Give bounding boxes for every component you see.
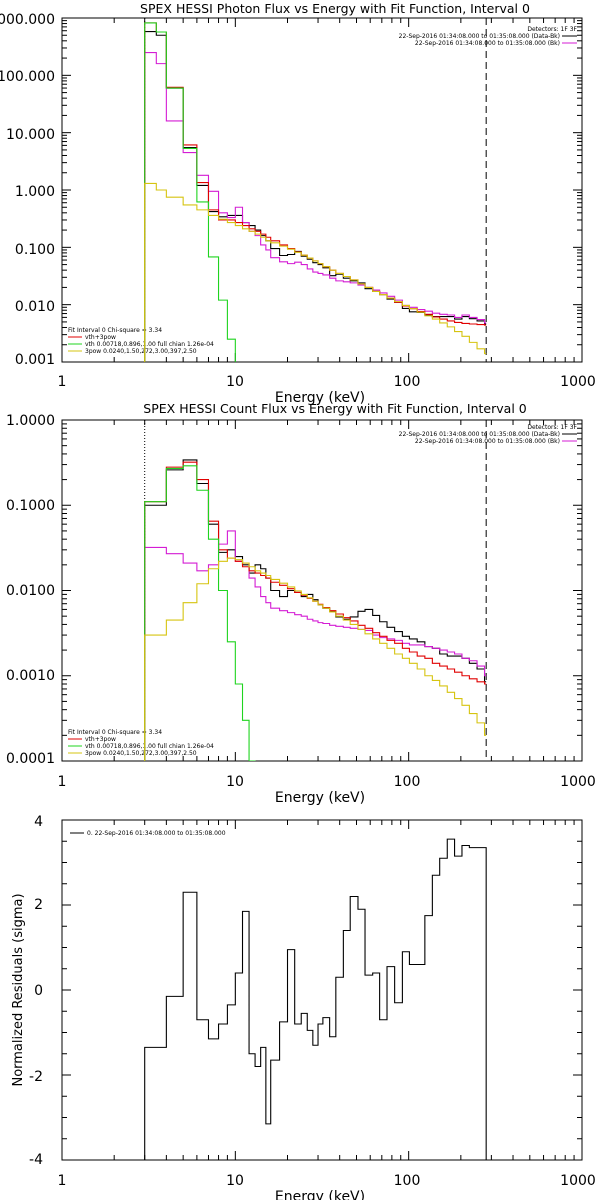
x-tick-label: 1000 (560, 1173, 596, 1189)
x-tick-label: 100 (394, 1173, 421, 1189)
y-tick-label: 0.0010 (6, 668, 55, 684)
count-flux-legend-top-right: Detectors: 1F 3F 22-Sep-2016 01:34:08.00… (399, 424, 578, 445)
x-tick-label: 1 (58, 774, 67, 790)
y-tick-label: 0.100 (15, 242, 55, 258)
residuals-panel: 4 2 0 -2 -4 1 10 100 1000 Energy (keV) N… (11, 814, 596, 1200)
y-tick-label: 1.0000 (6, 413, 55, 429)
residuals-legend: 0. 22-Sep-2016 01:34:08.000 to 01:35:08.… (70, 830, 226, 837)
count-flux-x-axis-label: Energy (keV) (275, 790, 365, 806)
legend-entry-vth: vth 0.00718,0.896,1.00 full chian 1.26e-… (85, 743, 214, 750)
legend-entry-vth-3pow: vth+3pow (85, 334, 116, 341)
plot-area (144, 18, 487, 362)
y-tick-label: 0.0001 (6, 751, 55, 767)
y-tick-label: 0 (34, 983, 43, 999)
plot-area (144, 420, 487, 761)
x-tick-label: 1 (58, 374, 67, 390)
legend-entry-vth-3pow: vth+3pow (85, 736, 116, 743)
residuals-y-tick-labels: 4 2 0 -2 -4 (29, 814, 43, 1168)
legend-fit-header: Fit Interval 0 Chi-square = 3.34 (68, 327, 162, 334)
photon-flux-panel: SPEX HESSI Photon Flux vs Energy with Fi… (0, 1, 596, 406)
y-tick-label: 0.1000 (6, 498, 55, 514)
plot-frame (61, 819, 583, 1161)
legend-fit-header: Fit Interval 0 Chi-square = 3.34 (68, 729, 162, 736)
legend-header: Detectors: 1F 3F (527, 26, 577, 33)
series-vth (144, 465, 256, 761)
legend-entry-residuals: 0. 22-Sep-2016 01:34:08.000 to 01:35:08.… (87, 830, 226, 837)
y-tick-label: 100.000 (0, 69, 55, 85)
x-tick-label: 100 (394, 374, 421, 390)
count-flux-x-tick-labels: 1 10 100 1000 (58, 774, 596, 790)
series-vth (144, 22, 236, 362)
x-tick-label: 1000 (560, 774, 596, 790)
legend-entry-data-bk: 22-Sep-2016 01:34:08.000 to 01:35:08.000… (399, 33, 560, 40)
count-flux-title: SPEX HESSI Count Flux vs Energy with Fit… (143, 401, 526, 416)
photon-flux-x-axis-label: Energy (keV) (275, 390, 365, 406)
series-vth-3pow (144, 461, 487, 761)
series-0-22-sep-2016-01-34-08-000-to-01-35-08-000 (144, 838, 487, 1160)
y-tick-label: 1000.000 (0, 12, 55, 28)
series-3pow (144, 557, 487, 761)
plot-frame (61, 419, 583, 762)
x-tick-label: 100 (394, 774, 421, 790)
y-tick-label: 0.010 (15, 299, 55, 315)
plot-frame (61, 17, 583, 363)
legend-header: Detectors: 1F 3F (527, 424, 577, 431)
x-tick-label: 10 (226, 374, 244, 390)
plot-area (144, 838, 487, 1160)
photon-flux-legend-bottom-left: Fit Interval 0 Chi-square = 3.34 vth+3po… (68, 327, 214, 355)
count-flux-y-tick-labels: 1.0000 0.1000 0.0100 0.0010 0.0001 (6, 413, 55, 767)
photon-flux-y-tick-labels: 1000.000 100.000 10.000 1.000 0.100 0.01… (0, 12, 55, 368)
y-tick-label: 0.0100 (6, 583, 55, 599)
count-flux-panel: SPEX HESSI Count Flux vs Energy with Fit… (6, 401, 596, 806)
y-tick-label: -4 (29, 1152, 43, 1168)
y-tick-label: 2 (34, 897, 43, 913)
photon-flux-x-tick-labels: 1 10 100 1000 (58, 374, 596, 390)
residuals-x-axis-label: Energy (keV) (275, 1189, 365, 1200)
photon-flux-title: SPEX HESSI Photon Flux vs Energy with Fi… (140, 1, 530, 16)
legend-entry-bk: 22-Sep-2016 01:34:08.000 to 01:35:08.000… (415, 40, 560, 47)
x-tick-label: 1000 (560, 374, 596, 390)
residuals-x-tick-labels: 1 10 100 1000 (58, 1173, 596, 1189)
series-data-bk (144, 459, 487, 761)
series-vth-3pow (144, 22, 487, 362)
x-tick-label: 1 (58, 1173, 67, 1189)
legend-entry-3pow: 3pow 0.0240,1.50,272,3.00,397,2.50 (85, 750, 197, 757)
y-tick-label: 10.000 (6, 127, 55, 143)
legend-entry-vth: vth 0.00718,0.896,1.00 full chian 1.26e-… (85, 341, 214, 348)
series-bk (144, 530, 487, 761)
y-tick-label: 1.000 (15, 184, 55, 200)
photon-flux-legend-top-right: Detectors: 1F 3F 22-Sep-2016 01:34:08.00… (399, 26, 578, 47)
x-tick-label: 10 (226, 774, 244, 790)
residuals-y-axis-label: Normalized Residuals (sigma) (11, 893, 26, 1086)
y-tick-label: -2 (29, 1069, 43, 1085)
legend-entry-bk: 22-Sep-2016 01:34:08.000 to 01:35:08.000… (415, 438, 560, 445)
count-flux-legend-bottom-left: Fit Interval 0 Chi-square = 3.34 vth+3po… (68, 729, 214, 757)
series-3pow (144, 182, 487, 362)
x-tick-label: 10 (226, 1173, 244, 1189)
legend-entry-data-bk: 22-Sep-2016 01:34:08.000 to 01:35:08.000… (399, 431, 560, 438)
legend-entry-3pow: 3pow 0.0240,1.50,272,3.00,397,2.50 (85, 348, 197, 355)
y-tick-label: 0.001 (15, 352, 55, 368)
series-bk (144, 51, 487, 362)
y-tick-label: 4 (34, 814, 43, 830)
